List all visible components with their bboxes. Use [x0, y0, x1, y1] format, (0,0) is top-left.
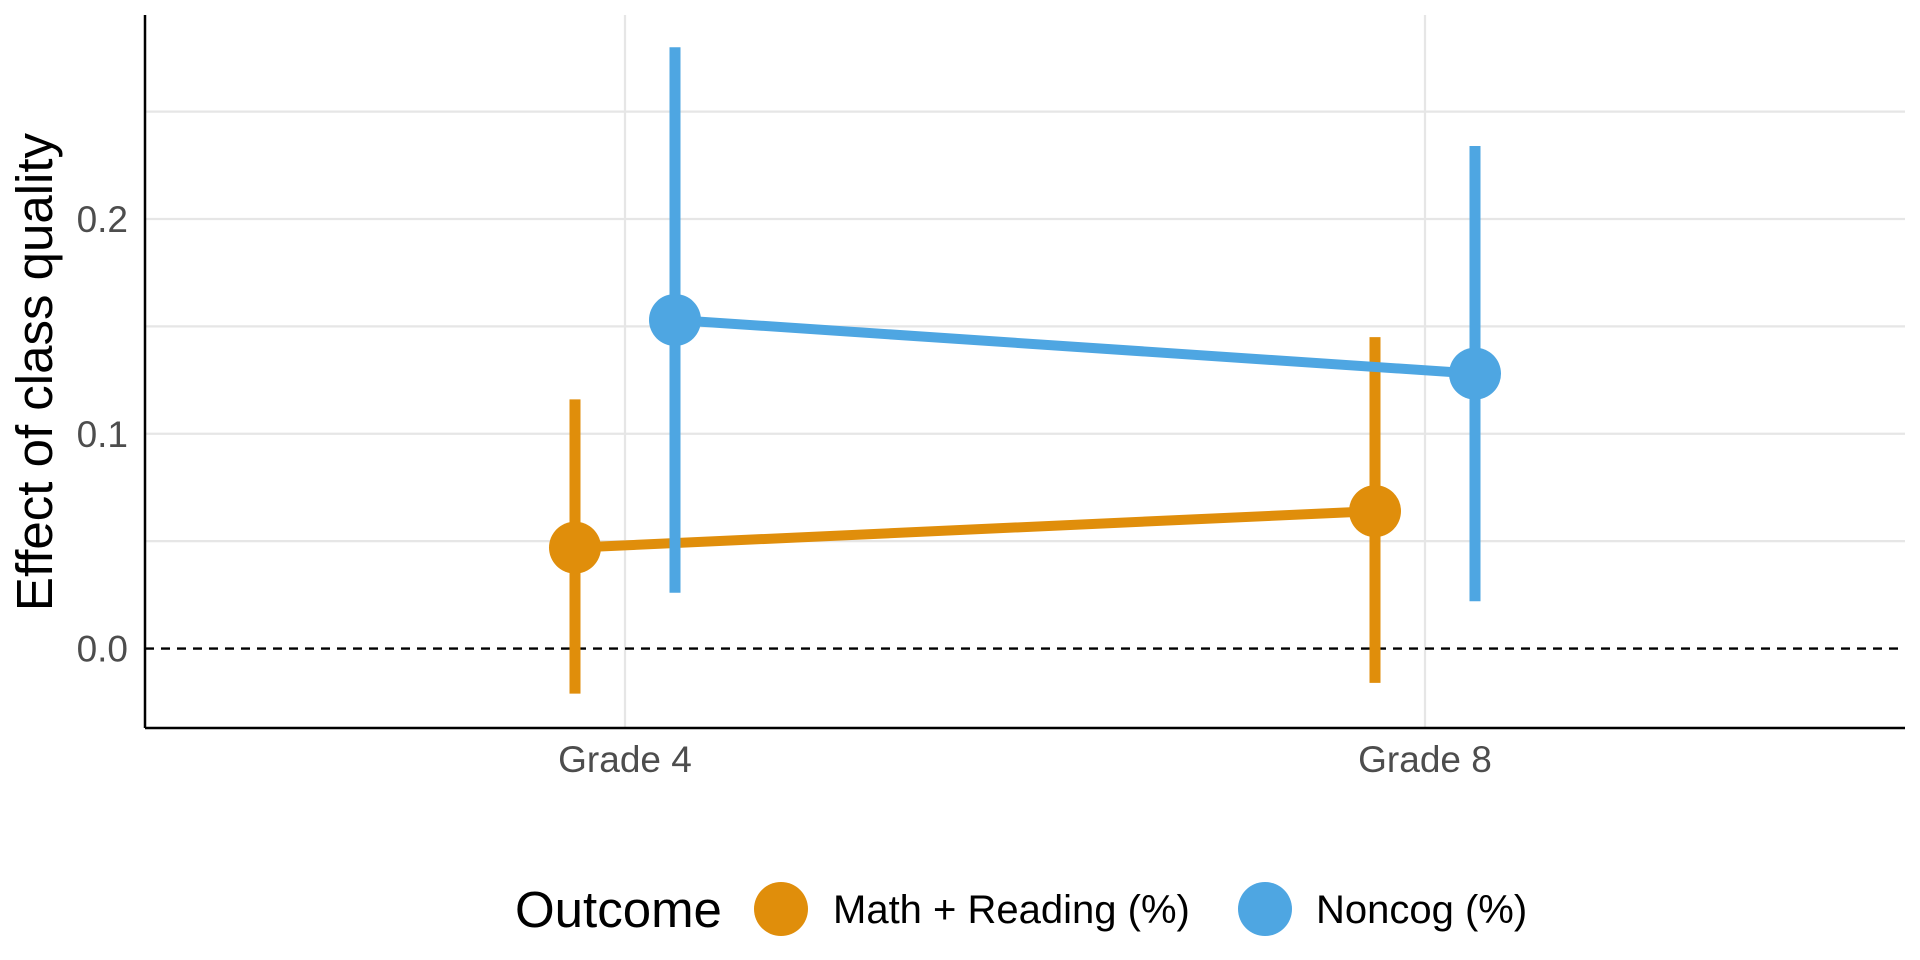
y-tick-label: 0.1	[77, 414, 128, 455]
x-tick-label: Grade 4	[558, 739, 692, 780]
legend-swatch	[754, 882, 808, 936]
series-line	[574, 506, 1376, 553]
y-tick-label: 0.2	[77, 199, 128, 240]
y-tick-label: 0.0	[77, 629, 128, 670]
legend-items: Math + Reading (%) Noncog (%)	[754, 882, 1527, 936]
data-point	[549, 521, 601, 574]
axes	[143, 15, 1905, 730]
data-point	[1349, 485, 1401, 538]
legend-label: Noncog (%)	[1316, 888, 1527, 932]
data-point	[649, 293, 701, 346]
series-1	[649, 47, 1501, 602]
x-tick-label: Grade 8	[1358, 739, 1492, 780]
series-layer	[549, 47, 1501, 694]
legend-label: Math + Reading (%)	[833, 888, 1190, 932]
legend-swatch	[1238, 882, 1292, 936]
series-0	[549, 337, 1401, 694]
y-tick-labels: 0.0 0.1 0.2	[77, 199, 128, 670]
grid	[145, 15, 1905, 728]
y-axis-title: Effect of class quality	[6, 132, 63, 611]
series-line	[674, 314, 1476, 379]
x-tick-labels: Grade 4 Grade 8	[558, 739, 1492, 780]
data-point	[1449, 347, 1501, 400]
legend-title: Outcome	[515, 881, 722, 938]
legend: Outcome Math + Reading (%) Noncog (%)	[515, 881, 1527, 938]
